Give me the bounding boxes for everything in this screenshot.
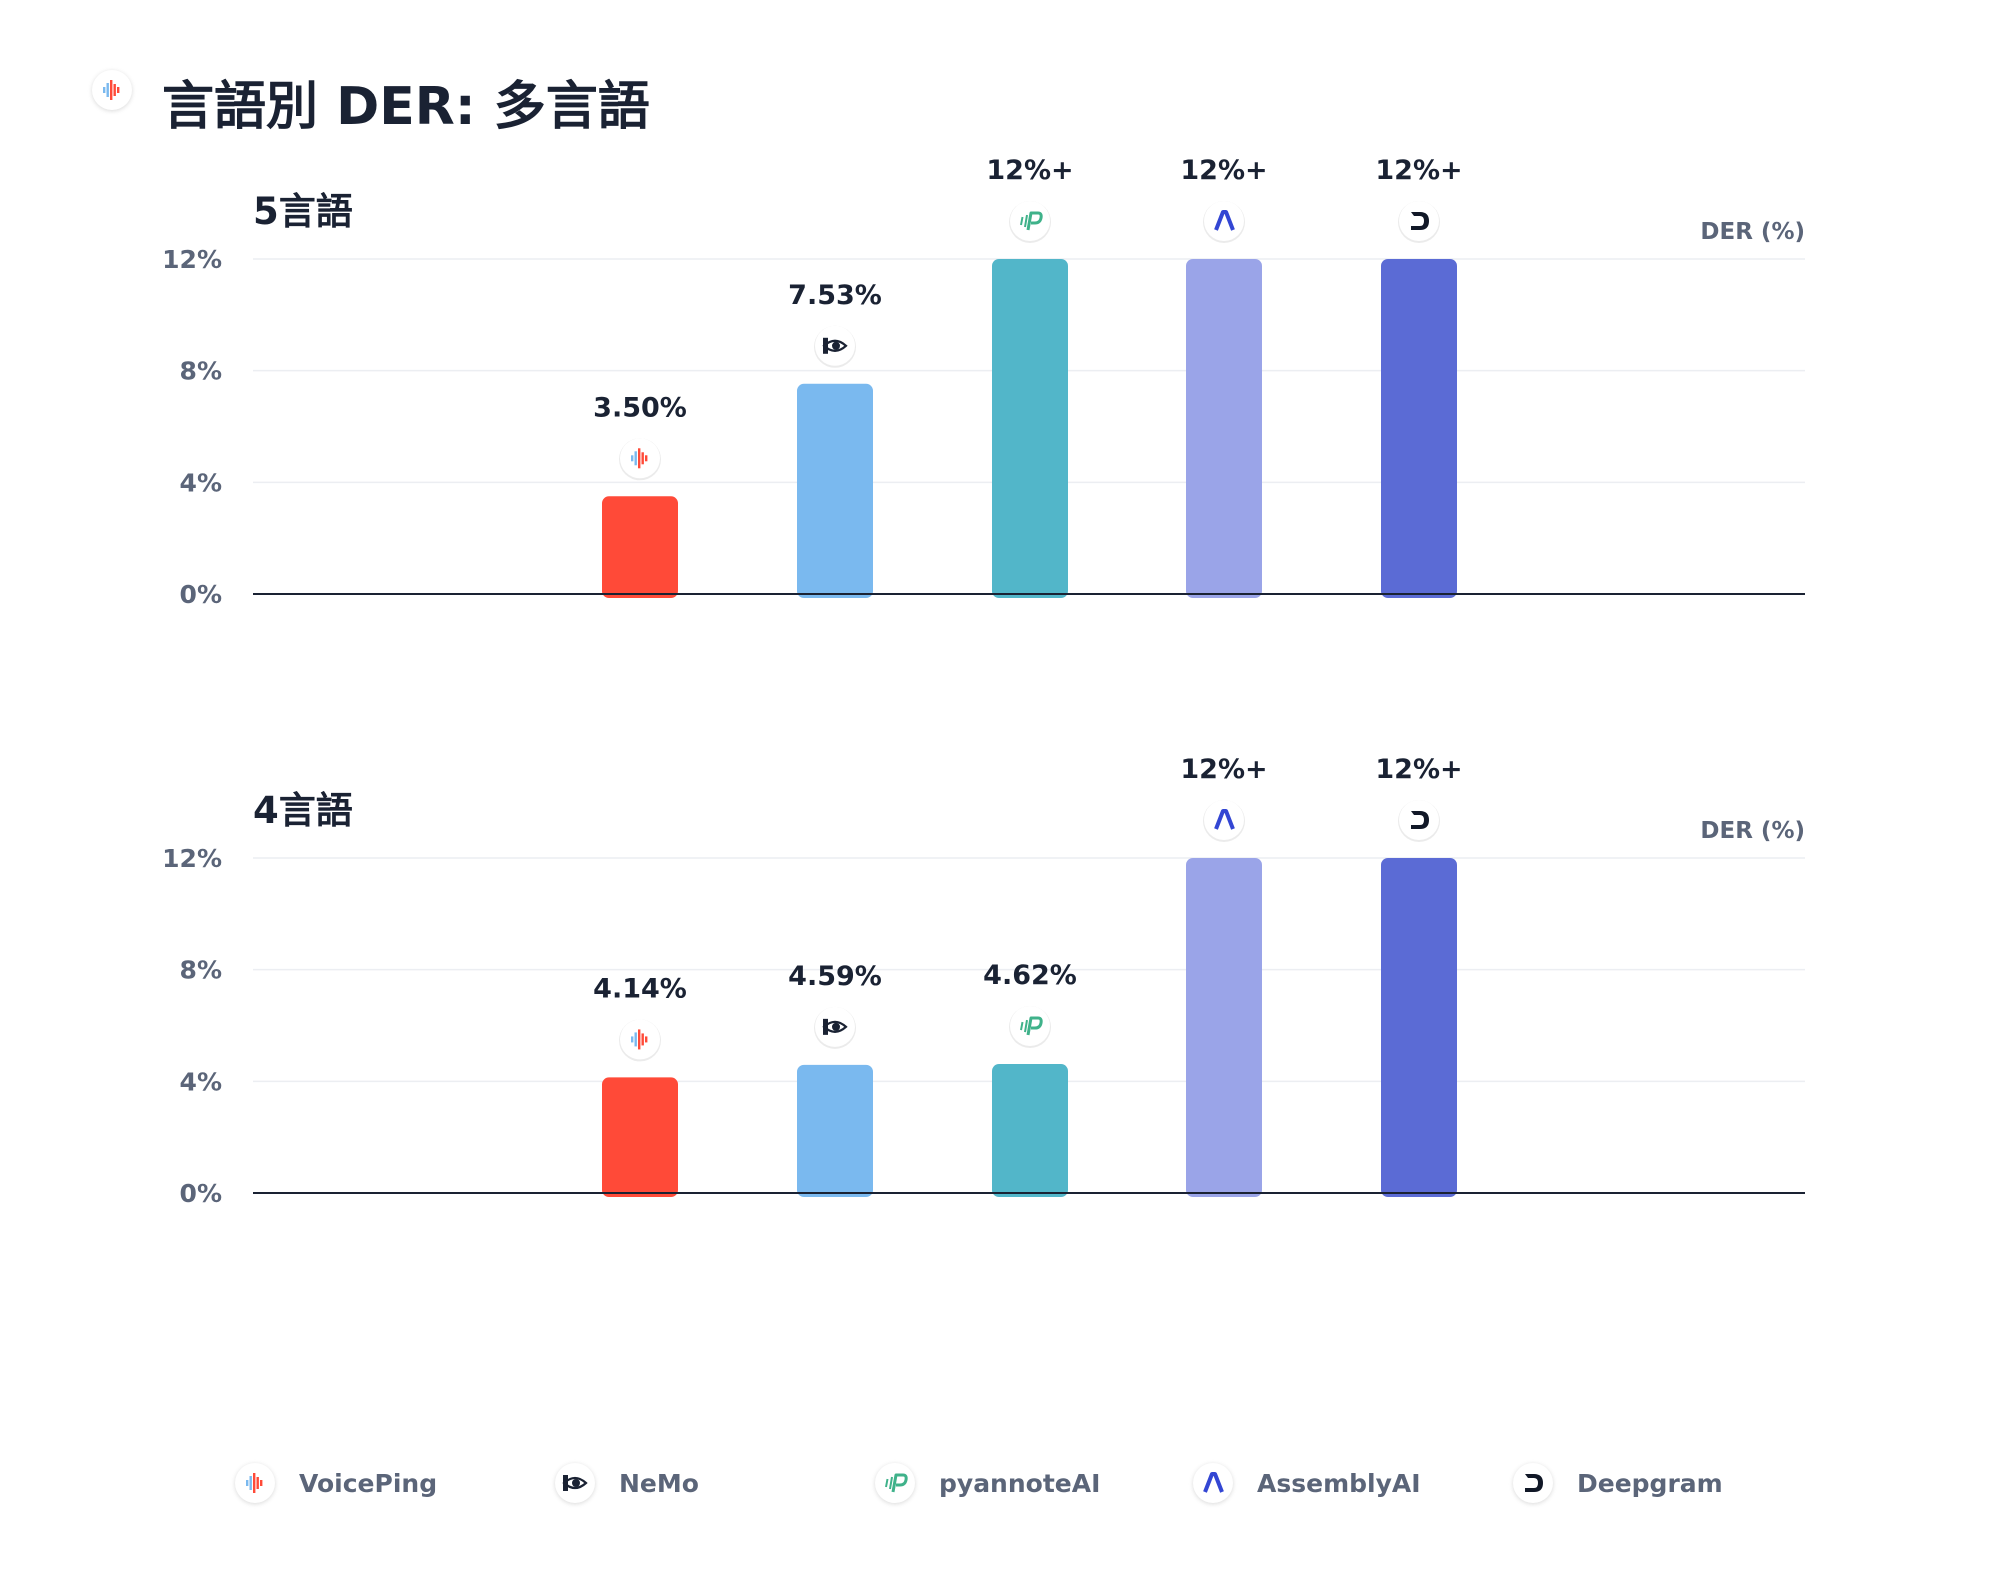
bar-value-label: 12%+	[1180, 155, 1267, 186]
legend-item-voiceping: VoicePing	[235, 1463, 437, 1503]
pyannote-p-icon	[875, 1463, 915, 1503]
bar-deepgram	[1381, 259, 1457, 598]
chart-2: 4言語 DER (%) 0% 4% 8% 12% 4.14% 4.59% 4.62% 12%+ 12…	[162, 754, 1805, 1208]
y-tick-label: 4%	[180, 1067, 222, 1096]
der-bar-charts: 5言語 DER (%) 0% 4% 8% 12% 3.50% 7.53% 12%+ 12%+ 12%…	[162, 155, 1805, 1208]
legend-item-deepgram: Deepgram	[1513, 1463, 1723, 1503]
assemblyai-lambda-icon	[1203, 201, 1245, 243]
legend-label: VoicePing	[299, 1468, 438, 1498]
y-tick-label: 0%	[180, 580, 222, 609]
bar-pyannoteai	[992, 259, 1068, 598]
y-tick-label: 12%	[162, 844, 222, 873]
bar-assemblyai	[1186, 259, 1262, 598]
bar-value-label: 3.50%	[593, 392, 687, 423]
legend-label: Deepgram	[1577, 1468, 1723, 1498]
pyannote-p-icon	[1009, 201, 1051, 243]
pyannote-p-icon	[1009, 1006, 1051, 1049]
bar-nemo	[797, 383, 873, 598]
bar-value-label: 12%+	[1375, 754, 1462, 785]
legend: VoicePing NeMo pyannoteAI AssemblyAI Deepgra…	[0, 1463, 2000, 1523]
legend-label: pyannoteAI	[939, 1468, 1101, 1498]
legend-item-assemblyai: AssemblyAI	[1193, 1463, 1421, 1503]
legend-label: AssemblyAI	[1257, 1468, 1421, 1498]
bar-value-label: 4.59%	[788, 961, 882, 992]
chart-1: 5言語 DER (%) 0% 4% 8% 12% 3.50% 7.53% 12%+ 12%+ 12%…	[162, 155, 1805, 609]
voiceping-waveform-icon	[619, 1019, 661, 1062]
bar-assemblyai	[1186, 858, 1262, 1197]
voiceping-waveform-icon	[619, 438, 661, 481]
assemblyai-lambda-icon	[1203, 800, 1245, 842]
nvidia-eye-icon	[814, 1006, 856, 1049]
bar-deepgram	[1381, 858, 1457, 1197]
legend-label: NeMo	[619, 1468, 699, 1498]
page-title: 言語別 DER: 多言語	[162, 77, 650, 137]
bar-value-label: 12%+	[1180, 754, 1267, 785]
bar-voiceping	[602, 1077, 678, 1197]
nvidia-eye-icon	[555, 1463, 595, 1503]
y-axis-label: DER (%)	[1700, 219, 1805, 245]
y-tick-label: 12%	[162, 245, 222, 274]
bar-pyannoteai	[992, 1064, 1068, 1197]
y-tick-label: 8%	[180, 357, 222, 386]
legend-item-nemo: NeMo	[555, 1463, 699, 1503]
bar-value-label: 4.62%	[983, 960, 1077, 991]
assemblyai-lambda-icon	[1193, 1463, 1233, 1503]
legend-item-pyannoteai: pyannoteAI	[875, 1463, 1100, 1503]
deepgram-d-icon	[1513, 1463, 1553, 1503]
chart-subtitle: 5言語	[253, 190, 353, 233]
nvidia-eye-icon	[814, 325, 856, 368]
y-tick-label: 4%	[180, 468, 222, 497]
bar-value-label: 7.53%	[788, 280, 882, 311]
voiceping-waveform-icon	[235, 1463, 275, 1503]
deepgram-d-icon	[1398, 201, 1440, 243]
bar-value-label: 12%+	[986, 155, 1073, 186]
y-axis-label: DER (%)	[1700, 818, 1805, 844]
bar-voiceping	[602, 496, 678, 598]
bar-value-label: 4.14%	[593, 973, 687, 1004]
y-tick-label: 8%	[180, 956, 222, 985]
y-tick-label: 0%	[180, 1179, 222, 1208]
chart-subtitle: 4言語	[253, 789, 353, 832]
title-voiceping-logo-icon	[92, 70, 132, 110]
bar-nemo	[797, 1064, 873, 1197]
deepgram-d-icon	[1398, 800, 1440, 842]
bar-value-label: 12%+	[1375, 155, 1462, 186]
